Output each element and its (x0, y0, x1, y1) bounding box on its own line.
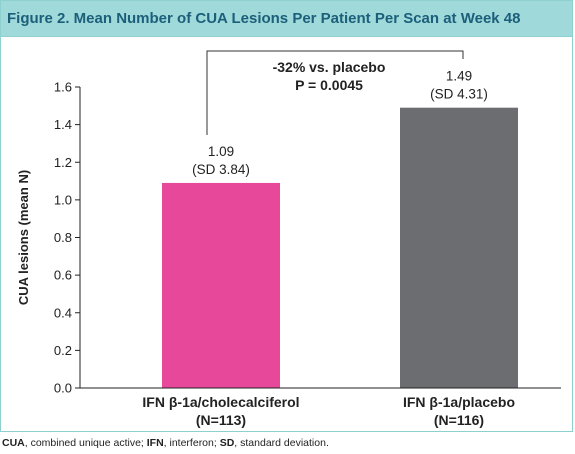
bar-labels: 1.09 (SD 3.84) 1.49 (SD 4.31) (192, 69, 488, 177)
bar-value-label: 1.09 (208, 144, 234, 159)
chart-title: Figure 2. Mean Number of CUA Lesions Per… (7, 10, 521, 27)
bar-placebo (400, 107, 518, 388)
comparison-bracket: -32% vs. placebo P = 0.0045 (206, 50, 464, 135)
footnote-abbr-cua: CUA (2, 437, 25, 449)
y-tick-label: 1.0 (54, 192, 72, 207)
bars (162, 107, 518, 388)
footnote: CUA, combined unique active; IFN, interf… (2, 437, 329, 449)
y-tick-label: 0.0 (54, 381, 72, 396)
y-tick-label: 1.2 (54, 155, 72, 170)
comparison-label: -32% vs. placebo (273, 59, 386, 75)
x-axis: IFN β-1a/cholecalciferol (N=113) IFN β-1a/… (80, 387, 561, 428)
footnote-text-ifn: , interferon; (163, 437, 220, 449)
y-axis-title: CUA lesions (mean N) (16, 170, 31, 305)
comparison-pvalue: P = 0.0045 (295, 77, 363, 93)
x-category-n-label: (N=113) (196, 412, 246, 428)
bar-chart: 0.0 0.2 0.4 0.6 0.8 1.0 1.2 1.4 1.6 CUA lesions (… (16, 50, 561, 428)
bracket-line (206, 50, 464, 135)
y-tick-label: 0.2 (54, 343, 72, 358)
bar-sd-label: (SD 4.31) (430, 87, 488, 102)
bar-value-label: 1.49 (446, 69, 472, 84)
bar-sd-label: (SD 3.84) (192, 162, 250, 177)
figure-header: Figure 2. Mean Number of CUA Lesions Per… (1, 1, 572, 37)
footnote-text-sd: , standard deviation. (234, 437, 329, 449)
x-category-label: IFN β-1a/cholecalciferol (142, 394, 299, 410)
x-category-n-label: (N=116) (434, 412, 484, 428)
y-tick-label: 0.6 (54, 268, 72, 283)
footnote-abbr-sd: SD (219, 437, 235, 449)
footnote-abbr-ifn: IFN (146, 437, 164, 449)
footnote-text-cua: , combined unique active; (24, 437, 147, 449)
y-tick-label: 0.4 (54, 305, 72, 320)
figure-frame: Figure 2. Mean Number of CUA Lesions Per… (0, 0, 573, 432)
y-tick-label: 0.8 (54, 230, 72, 245)
x-category-label: IFN β-1a/placebo (403, 394, 515, 410)
bar-cholecalciferol (162, 182, 280, 388)
y-tick-label: 1.4 (54, 117, 72, 132)
y-tick-label: 1.6 (54, 80, 72, 95)
y-axis: 0.0 0.2 0.4 0.6 0.8 1.0 1.2 1.4 1.6 CUA lesions (… (16, 80, 81, 396)
